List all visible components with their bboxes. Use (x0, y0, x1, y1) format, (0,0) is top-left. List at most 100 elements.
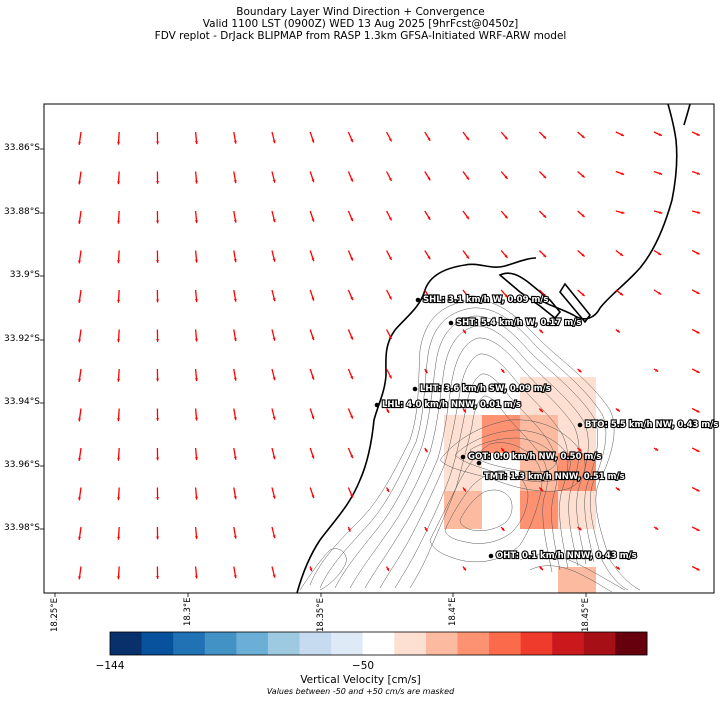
wind-arrow-head (156, 457, 159, 461)
wind-arrow-head (156, 418, 159, 421)
wind-arrow-head (78, 457, 81, 461)
wind-arrow-head (233, 496, 237, 500)
wind-arrow-head (581, 253, 585, 257)
wind-arrow-head (350, 178, 353, 182)
wind-arrow-head (543, 175, 547, 179)
wind-arrow-head (463, 409, 466, 413)
wind-arrow-head (578, 448, 582, 452)
wind-arrow-head (78, 339, 81, 343)
wind-arrow-head (272, 495, 276, 499)
wind-arrow-head (233, 456, 237, 460)
wind-arrow-head (195, 457, 198, 461)
station-marker-oht (488, 553, 494, 559)
station-marker-got (460, 454, 466, 460)
wind-arrow-head (696, 567, 700, 571)
wind-arrow-head (427, 295, 431, 299)
wind-arrow-head (272, 337, 276, 341)
wind-arrow-head (195, 536, 198, 540)
wind-arrow-head (386, 488, 389, 492)
wind-arrow-head (388, 177, 392, 181)
wind-arrow-head (388, 138, 392, 142)
wind-arrow-head (697, 211, 701, 214)
station-marker-shl (415, 297, 421, 303)
colorbar-segment (583, 632, 616, 655)
wind-arrow-head (658, 291, 662, 295)
wind-arrow-head (543, 135, 547, 139)
wind-arrow-head (696, 133, 700, 136)
wind-arrow-head (156, 141, 159, 145)
x-tick-label: 18.3°E (183, 597, 193, 626)
wind-arrow-head (156, 220, 159, 224)
wind-arrow-head (388, 375, 392, 379)
wind-arrow-head (347, 528, 351, 532)
wind-arrow-head (619, 292, 623, 296)
colorbar-tick-min: −144 (95, 660, 125, 672)
wind-arrow-head (386, 567, 389, 571)
wind-arrow-head (659, 211, 663, 214)
wind-arrow-head (350, 375, 353, 380)
wind-arrow-head (117, 181, 120, 185)
wind-arrow-head (117, 220, 120, 224)
wind-arrow-head (195, 141, 198, 145)
wind-arrow-head (621, 172, 625, 175)
wind-arrow-head (539, 567, 543, 570)
wind-arrows (78, 131, 701, 580)
station-marker-bto (577, 422, 583, 428)
wind-arrow-head (311, 455, 315, 459)
wind-arrow-head (658, 252, 662, 255)
wind-arrow-head (388, 296, 392, 300)
wind-arrow-head (386, 409, 389, 413)
wind-arrow-head (195, 299, 198, 303)
colorbar-segment (267, 632, 301, 655)
wind-arrow-head (388, 217, 392, 221)
x-tick-label: 18.45°E (581, 598, 591, 632)
station-marker-sht (448, 320, 454, 326)
wind-arrow-head (581, 135, 585, 138)
station-marker-lht (412, 386, 418, 392)
wind-arrow-head (350, 217, 353, 222)
station-label-shl: SHL: 3.1 km/h W, 0.09 m/s (423, 295, 548, 305)
wind-arrow-head (655, 368, 659, 372)
colorbar-segment (204, 632, 237, 655)
wind-arrow-head (117, 339, 120, 343)
colorbar-segment (615, 632, 648, 655)
wind-arrow-head (78, 181, 81, 185)
wind-arrow-head (156, 536, 159, 540)
wind-arrow-head (463, 567, 466, 571)
wind-arrow-head (696, 488, 700, 492)
colorbar-segment (489, 632, 522, 655)
colorbar-note: Values between -50 and +50 cm/s are mask… (266, 687, 455, 696)
station-label-oht: OHT: 0.1 km/h NNW, 0.43 m/s (496, 551, 637, 561)
wind-arrow-head (233, 575, 237, 579)
wind-arrow-head (696, 409, 700, 413)
wind-arrow-head (619, 252, 623, 256)
colorbar-segment (362, 632, 395, 655)
coastline (296, 103, 691, 594)
station-label-tmt: TMT: 1.3 km/h NNW, 0.51 m/s (484, 472, 625, 482)
colorbar-segment (520, 632, 553, 655)
colorbar-segment (457, 632, 490, 655)
colorbar-segment (173, 632, 206, 655)
wind-arrow-head (311, 495, 315, 499)
wind-arrow-head (311, 258, 315, 262)
title-line-2: Valid 1100 LST (0900Z) WED 13 Aug 2025 [… (202, 18, 519, 30)
colorbar-label: Vertical Velocity [cm/s] (300, 674, 421, 686)
wind-arrow-head (655, 447, 659, 451)
wind-arrow-head (616, 487, 620, 491)
colorbar-segment (331, 632, 364, 655)
wind-arrow-head (117, 299, 120, 303)
y-tick-label: 33.96°S (4, 460, 40, 470)
station-marker-tmt (476, 460, 482, 466)
wind-arrow-head (696, 370, 700, 373)
wind-arrow-head (195, 338, 198, 342)
wind-arrow-head (272, 416, 276, 420)
wind-arrow-head (311, 297, 315, 301)
wind-arrow-head (427, 177, 431, 181)
wind-arrow-head (117, 260, 120, 264)
wind-arrow-head (233, 338, 237, 342)
wind-arrow-head (658, 172, 663, 175)
station-markers (374, 297, 583, 559)
wind-arrow-head (272, 535, 276, 539)
wind-arrow-head (543, 293, 547, 297)
wind-arrow-head (504, 294, 508, 298)
